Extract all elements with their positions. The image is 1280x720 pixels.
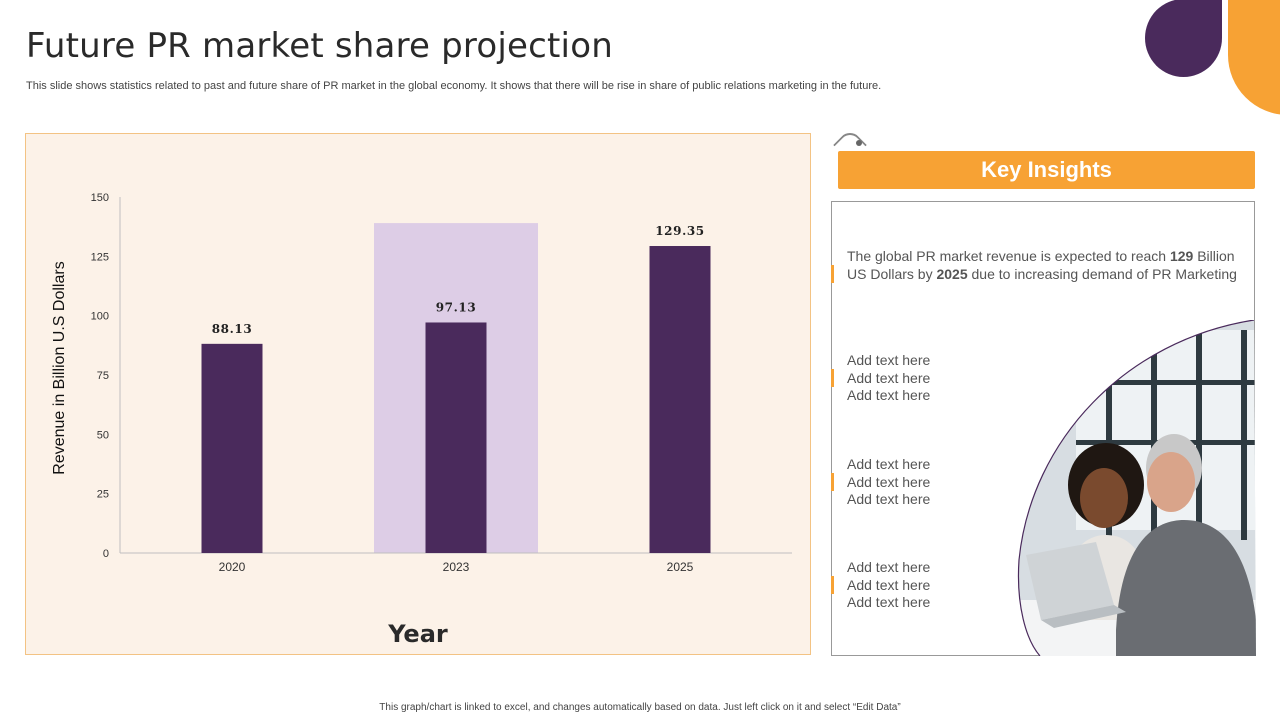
insight-placeholder-1[interactable]: Add text here Add text here Add text here — [847, 352, 931, 403]
insight-placeholder-2[interactable]: Add text here Add text here Add text here — [847, 456, 931, 507]
people-photo-image — [1017, 320, 1256, 656]
x-axis-label: Year — [388, 620, 448, 648]
insight-marker — [831, 265, 834, 283]
x-tick-label: 2025 — [667, 560, 694, 574]
insight-marker — [831, 369, 834, 387]
deco-purple-shape — [1145, 0, 1222, 77]
y-axis-label: Revenue in Billion U.S Dollars — [51, 261, 68, 475]
data-label: 88.13 — [212, 322, 253, 336]
y-tick-label: 50 — [97, 429, 109, 441]
y-tick-label: 25 — [97, 489, 109, 501]
insight-placeholder-3[interactable]: Add text here Add text here Add text here — [847, 559, 931, 610]
hook-dot-icon — [856, 140, 862, 146]
y-tick-label: 100 — [91, 311, 109, 323]
y-tick-label: 75 — [97, 370, 109, 382]
data-label: 97.13 — [436, 300, 477, 314]
page-title: Future PR market share projection — [26, 26, 613, 66]
x-tick-label: 2023 — [443, 560, 470, 574]
footer-note: This graph/chart is linked to excel, and… — [379, 702, 901, 713]
bar-2025 — [649, 246, 711, 553]
insight-marker — [831, 576, 834, 594]
insight-marker — [831, 473, 834, 491]
page-subtitle: This slide shows statistics related to p… — [26, 80, 882, 92]
data-label: 129.35 — [655, 224, 705, 238]
insight-main-text: The global PR market revenue is expected… — [847, 248, 1237, 282]
y-tick-label: 150 — [91, 192, 109, 204]
x-tick-label: 2020 — [219, 560, 246, 574]
y-tick-label: 125 — [91, 251, 109, 263]
bar-2020 — [201, 343, 263, 553]
y-tick-label: 0 — [103, 548, 109, 560]
key-insights-header: Key Insights — [838, 151, 1255, 189]
bar-2023 — [425, 322, 487, 553]
